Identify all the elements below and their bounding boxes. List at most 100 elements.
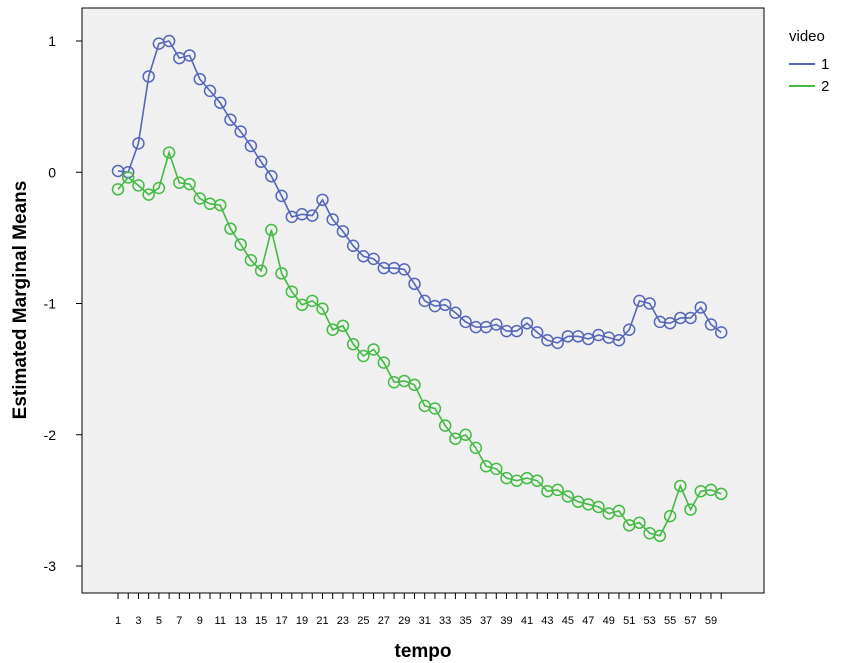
x-tick-label: 9 xyxy=(197,615,203,627)
legend-label-2: 2 xyxy=(821,78,829,95)
x-tick-label: 43 xyxy=(541,615,553,627)
x-tick-label: 19 xyxy=(296,615,308,627)
series-2-point xyxy=(714,487,728,501)
legend: video 1 2 xyxy=(789,28,829,95)
x-tick-label: 17 xyxy=(275,615,287,627)
series-2-point xyxy=(530,474,544,487)
plot-area xyxy=(81,7,765,594)
series-2-point xyxy=(469,441,483,455)
legend-label-1: 1 xyxy=(821,56,829,73)
y-tick-label: -2 xyxy=(44,427,57,443)
x-tick-label: 41 xyxy=(521,615,533,627)
series-layer xyxy=(111,34,728,543)
series-1-point xyxy=(224,113,237,126)
series-2-point xyxy=(551,483,564,497)
series-2-point xyxy=(213,198,227,212)
series-1-point xyxy=(714,326,728,339)
series-2-point xyxy=(111,183,125,196)
series-2-line xyxy=(117,149,722,537)
series-1-point xyxy=(449,306,462,319)
series-2-point xyxy=(132,179,145,192)
x-tick-label: 13 xyxy=(235,615,247,627)
series-2-point xyxy=(346,337,360,351)
series-1-point xyxy=(367,252,380,266)
y-tick-label: 1 xyxy=(48,33,56,49)
series-2-point xyxy=(306,294,319,308)
series-1-point xyxy=(316,193,329,207)
series-1-point xyxy=(612,334,626,347)
series-2-point xyxy=(285,285,299,298)
series-1-point xyxy=(254,155,268,168)
x-tick-label: 5 xyxy=(156,615,162,627)
x-tick-label: 37 xyxy=(480,615,492,627)
series-1-point xyxy=(142,70,155,83)
series-2-point xyxy=(183,177,196,191)
series-1-point xyxy=(132,137,145,150)
series-1-point xyxy=(704,318,718,331)
x-tick-label: 47 xyxy=(582,615,594,627)
x-tick-label: 7 xyxy=(176,615,182,627)
x-tick-label: 55 xyxy=(664,615,676,627)
x-axis-title: tempo xyxy=(395,641,452,662)
series-1-point xyxy=(162,34,176,48)
series-1-point xyxy=(265,169,278,183)
series-2-point xyxy=(275,267,288,280)
series-2-point xyxy=(428,402,442,415)
series-1-point xyxy=(306,209,319,222)
y-tick-label: -3 xyxy=(44,558,57,574)
series-1-point xyxy=(694,301,708,314)
series-1-point xyxy=(459,315,472,329)
y-tick-label: -1 xyxy=(44,296,57,312)
series-1-point xyxy=(346,239,360,252)
legend-title: video xyxy=(789,28,825,45)
series-1-point xyxy=(183,49,196,62)
series-2-point xyxy=(162,146,176,159)
x-tick-label: 33 xyxy=(439,615,451,627)
series-1-point xyxy=(234,125,247,138)
series-1-point xyxy=(244,139,258,153)
x-tick-label: 35 xyxy=(459,615,471,627)
series-2-point xyxy=(224,222,237,235)
series-2-point xyxy=(561,490,575,503)
series-2-point xyxy=(612,504,626,518)
x-tick-label: 23 xyxy=(337,615,349,627)
series-1-point xyxy=(469,320,483,334)
series-1-point xyxy=(561,330,575,343)
x-tick-label: 31 xyxy=(419,615,431,627)
series-1-line xyxy=(117,40,722,344)
series-2-point xyxy=(459,428,472,441)
y-axis: 1 0 -1 -2 -3 xyxy=(44,33,82,574)
x-tick-label: 27 xyxy=(378,615,390,627)
x-axis: 1 3 5 7 9 11 13 15 17 19 21 23 25 27 29 31 33 35 37 39 41 43 4… xyxy=(115,593,722,627)
series-2-point xyxy=(377,356,391,369)
series-2-point xyxy=(234,238,247,251)
y-axis-title: Estimated Marginal Means xyxy=(10,181,31,420)
series-2-point xyxy=(316,302,329,315)
series-1-point xyxy=(663,316,677,330)
series-1-point xyxy=(203,84,217,98)
series-2-point xyxy=(408,378,421,392)
x-tick-label: 25 xyxy=(357,615,369,627)
series-2-point xyxy=(193,192,207,205)
series-1-point xyxy=(336,225,350,238)
x-tick-label: 57 xyxy=(684,615,696,627)
series-2-point xyxy=(336,319,350,333)
x-tick-label: 21 xyxy=(316,615,328,627)
x-tick-label: 1 xyxy=(115,615,121,627)
series-2-point xyxy=(265,223,278,237)
series-1-point xyxy=(500,324,513,338)
series-1-point xyxy=(398,263,411,276)
x-tick-label: 51 xyxy=(623,615,635,627)
series-2-point xyxy=(357,349,370,363)
x-tick-label: 39 xyxy=(500,615,512,627)
series-1-point xyxy=(490,318,503,331)
series-2-point xyxy=(152,181,166,195)
series-2-point xyxy=(684,503,697,516)
series-2-point xyxy=(653,529,667,543)
x-tick-label: 11 xyxy=(215,615,226,627)
series-1-point xyxy=(643,297,656,310)
series-1-point xyxy=(275,189,288,203)
x-tick-label: 59 xyxy=(705,615,717,627)
series-1-point xyxy=(684,311,697,325)
